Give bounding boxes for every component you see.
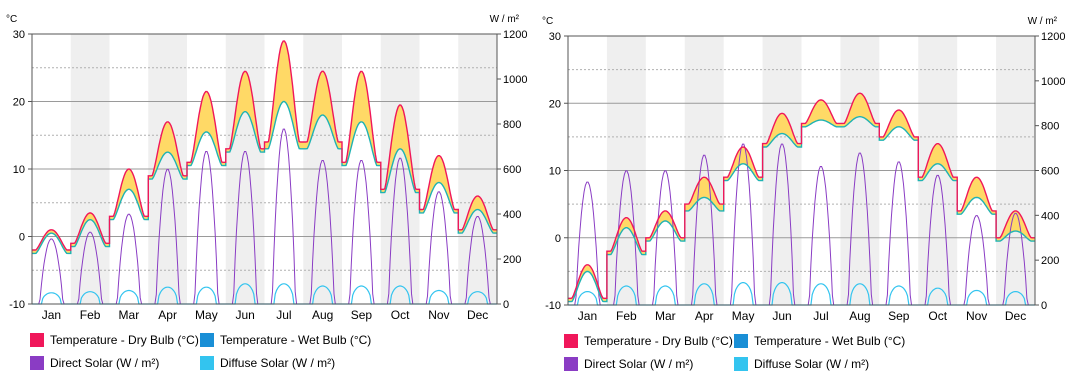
y-left-tick-label: 10 (13, 164, 25, 176)
legend-direct-solar: Direct Solar (W / m²) (30, 356, 159, 370)
y-left-unit: °C (542, 16, 553, 27)
legend-dry-bulb: Temperature - Dry Bulb (°C) (30, 333, 199, 347)
x-tick-label: Mar (119, 308, 140, 322)
legend-diffuse-solar: Diffuse Solar (W / m²) (734, 357, 869, 371)
y-left-unit: °C (6, 14, 17, 25)
legend-label: Temperature - Dry Bulb (°C) (50, 333, 199, 347)
legend-swatch (200, 356, 214, 370)
legend-label: Temperature - Wet Bulb (°C) (754, 334, 906, 348)
x-tick-label: May (195, 308, 218, 322)
x-tick-label: Apr (695, 309, 714, 323)
x-tick-label: Oct (928, 309, 947, 323)
x-tick-label: Oct (391, 308, 410, 322)
x-tick-label: Sep (888, 309, 910, 323)
y-left-tick-label: -10 (545, 300, 561, 312)
y-left-tick-label: 0 (19, 232, 25, 244)
legend-swatch (564, 357, 578, 371)
x-tick-label: Nov (966, 309, 987, 323)
legend-swatch (200, 333, 214, 347)
legend-label: Diffuse Solar (W / m²) (754, 357, 870, 371)
legend-swatch (30, 333, 44, 347)
y-right-tick-label: 1000 (503, 74, 527, 86)
x-tick-label: Apr (158, 308, 177, 322)
legend-direct-solar: Direct Solar (W / m²) (564, 357, 693, 371)
legend-swatch (30, 356, 44, 370)
x-tick-label: Jun (235, 308, 254, 322)
x-tick-label: Jan (578, 309, 597, 323)
y-left-tick-label: -10 (9, 299, 25, 311)
x-tick-label: Dec (1005, 309, 1026, 323)
x-tick-label: Jul (276, 308, 291, 322)
dry-bulb-line (32, 40, 497, 251)
x-tick-label: Aug (849, 309, 870, 323)
legend-swatch (564, 334, 578, 348)
x-tick-label: Aug (312, 308, 333, 322)
legend-diffuse-solar: Diffuse Solar (W / m²) (200, 356, 335, 370)
legend-wet-bulb: Temperature - Wet Bulb (°C) (200, 333, 371, 347)
x-tick-label: May (732, 309, 755, 323)
y-left-tick-label: 30 (13, 29, 25, 41)
legend-label: Temperature - Dry Bulb (°C) (584, 334, 733, 348)
legend-label: Temperature - Wet Bulb (°C) (220, 333, 372, 347)
climate-chart-left: 30 20 10 0 -10 1200 1000 800 600 400 200 0 °C W / m² J… (6, 14, 527, 322)
dry-bulb-line (568, 92, 1035, 299)
legend-swatch (734, 334, 748, 348)
legend-wet-bulb: Temperature - Wet Bulb (°C) (734, 334, 905, 348)
y-right-tick-label: 200 (503, 254, 521, 266)
y-left-tick-label: 0 (555, 233, 561, 245)
x-tick-label: Jul (813, 309, 828, 323)
y-right-tick-label: 200 (1041, 255, 1059, 267)
y-right-tick-label: 800 (503, 119, 521, 131)
y-left-tick-label: 20 (13, 97, 25, 109)
x-tick-label: Feb (616, 309, 637, 323)
legend-swatch (734, 357, 748, 371)
legend-label: Direct Solar (W / m²) (50, 356, 160, 370)
legend-dry-bulb: Temperature - Dry Bulb (°C) (564, 334, 733, 348)
y-right-tick-label: 1000 (1041, 76, 1065, 88)
legend-label: Diffuse Solar (W / m²) (220, 356, 336, 370)
x-tick-label: Jun (772, 309, 791, 323)
legend-label: Direct Solar (W / m²) (584, 357, 694, 371)
climate-chart-right: 30 20 10 0 -10 1200 1000 800 600 400 200 0 °C W / m² J… (542, 16, 1065, 323)
x-tick-label: Feb (80, 308, 101, 322)
y-right-tick-label: 1200 (1041, 31, 1065, 43)
x-tick-label: Dec (467, 308, 488, 322)
x-tick-label: Mar (655, 309, 676, 323)
y-left-tick-label: 10 (549, 166, 561, 178)
x-tick-label: Jan (42, 308, 61, 322)
y-right-tick-label: 600 (1041, 166, 1059, 178)
y-right-tick-label: 0 (1041, 300, 1047, 312)
y-right-tick-label: 400 (503, 209, 521, 221)
x-tick-label: Nov (428, 308, 449, 322)
y-right-tick-label: 600 (503, 164, 521, 176)
y-right-tick-label: 400 (1041, 210, 1059, 222)
y-right-tick-label: 800 (1041, 121, 1059, 133)
y-right-tick-label: 0 (503, 299, 509, 311)
y-left-tick-label: 30 (549, 31, 561, 43)
x-tick-label: Sep (351, 308, 373, 322)
y-right-unit: W / m² (490, 14, 520, 25)
y-right-tick-label: 1200 (503, 29, 527, 41)
y-right-unit: W / m² (1028, 16, 1058, 27)
y-left-tick-label: 20 (549, 98, 561, 110)
